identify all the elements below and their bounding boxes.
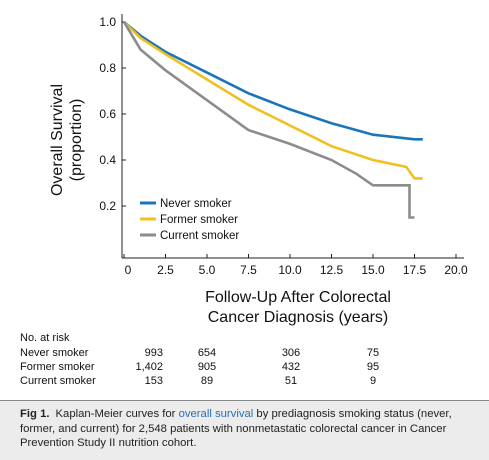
y-axis-title: Overall Survival <box>49 84 66 196</box>
risk-count: 654 <box>198 347 216 359</box>
x-tick-label: 7.5 <box>240 263 257 277</box>
risk-row-label: Never smoker <box>20 347 89 359</box>
caption-text: Kaplan-Meier curves for <box>55 408 179 420</box>
y-tick-label: 0.8 <box>99 61 116 75</box>
risk-count: 153 <box>145 375 163 387</box>
risk-count: 95 <box>367 361 379 373</box>
y-axis-title: (proportion) <box>68 99 85 182</box>
risk-count: 9 <box>370 375 376 387</box>
x-axis-title: Follow-Up After Colorectal <box>205 289 391 306</box>
x-tick-label: 12.5 <box>320 263 344 277</box>
y-tick-label: 0.2 <box>99 199 116 213</box>
x-tick-label: 5.0 <box>199 263 216 277</box>
risk-count: 306 <box>282 347 300 359</box>
risk-count: 75 <box>367 347 379 359</box>
caption: Fig 1. Kaplan-Meier curves for overall su… <box>0 400 489 460</box>
risk-count: 993 <box>145 347 163 359</box>
legend-label: Current smoker <box>160 230 239 242</box>
risk-count: 1,402 <box>135 361 163 373</box>
y-tick-label: 1.0 <box>99 15 116 29</box>
risk-count: 51 <box>285 375 297 387</box>
y-tick-label: 0.6 <box>99 107 116 121</box>
survival-curve <box>123 21 423 141</box>
x-tick-label: 0 <box>125 263 132 277</box>
risk-table-title: No. at risk <box>20 332 70 344</box>
x-tick-label: 20.0 <box>444 263 468 277</box>
x-tick-label: 17.5 <box>403 263 427 277</box>
risk-count: 89 <box>201 375 213 387</box>
risk-count: 432 <box>282 361 300 373</box>
x-tick-label: 2.5 <box>157 263 174 277</box>
legend-label: Former smoker <box>160 214 238 226</box>
y-tick-label: 0.4 <box>99 153 116 167</box>
risk-count: 905 <box>198 361 216 373</box>
survival-curve <box>123 21 423 180</box>
chart: 0.2 0.4 0.6 0.8 1.0 0 2.5 5.0 7.5 10.0 12.5 15.0 17.… <box>20 14 468 387</box>
survival-curve <box>122 21 415 219</box>
x-tick-label: 15.0 <box>361 263 385 277</box>
caption-text: by prediagnosis smoking status (never, f… <box>20 408 452 449</box>
risk-row-label: Former smoker <box>20 361 95 373</box>
risk-row-label: Current smoker <box>20 375 96 387</box>
x-axis-title: Cancer Diagnosis (years) <box>208 309 389 326</box>
x-tick-label: 10.0 <box>278 263 302 277</box>
caption-label: Fig 1. <box>20 408 50 420</box>
caption-link[interactable]: overall survival <box>178 408 254 420</box>
legend-label: Never smoker <box>160 198 232 210</box>
